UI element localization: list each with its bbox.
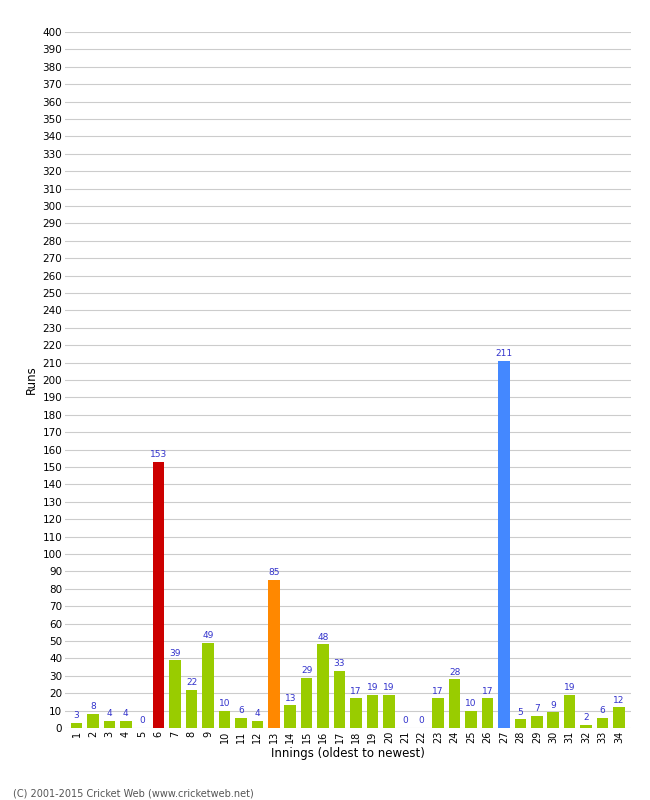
Text: 7: 7: [534, 704, 540, 714]
Bar: [597, 718, 608, 728]
Text: 12: 12: [614, 695, 625, 705]
Text: 0: 0: [402, 716, 408, 726]
Bar: [218, 710, 230, 728]
Text: 6: 6: [600, 706, 605, 715]
Bar: [580, 725, 592, 728]
Bar: [317, 645, 329, 728]
Bar: [449, 679, 460, 728]
Text: 48: 48: [317, 633, 329, 642]
Text: 9: 9: [551, 701, 556, 710]
Text: 29: 29: [301, 666, 313, 675]
Text: 5: 5: [517, 708, 523, 717]
Text: 28: 28: [449, 668, 460, 677]
Bar: [547, 712, 559, 728]
Text: 39: 39: [170, 649, 181, 658]
Text: 17: 17: [482, 687, 493, 696]
Bar: [498, 361, 510, 728]
Text: 22: 22: [186, 678, 197, 687]
Text: 10: 10: [218, 699, 230, 708]
Bar: [235, 718, 246, 728]
Bar: [465, 710, 477, 728]
Text: 0: 0: [139, 716, 145, 726]
Text: 153: 153: [150, 450, 167, 459]
Bar: [153, 462, 164, 728]
Text: 19: 19: [564, 683, 575, 692]
Bar: [170, 660, 181, 728]
Text: (C) 2001-2015 Cricket Web (www.cricketweb.net): (C) 2001-2015 Cricket Web (www.cricketwe…: [13, 788, 254, 798]
Bar: [268, 580, 280, 728]
Text: 4: 4: [255, 710, 260, 718]
Bar: [613, 707, 625, 728]
Text: 13: 13: [285, 694, 296, 702]
Bar: [186, 690, 198, 728]
Bar: [202, 642, 214, 728]
Bar: [120, 721, 131, 728]
Bar: [515, 719, 526, 728]
Bar: [71, 722, 83, 728]
Text: 19: 19: [367, 683, 378, 692]
Text: 6: 6: [238, 706, 244, 715]
Bar: [531, 716, 543, 728]
Bar: [285, 706, 296, 728]
Bar: [87, 714, 99, 728]
Text: 3: 3: [73, 711, 79, 720]
Bar: [482, 698, 493, 728]
Text: 211: 211: [495, 350, 512, 358]
X-axis label: Innings (oldest to newest): Innings (oldest to newest): [271, 747, 424, 761]
Text: 8: 8: [90, 702, 96, 711]
Bar: [252, 721, 263, 728]
Bar: [367, 695, 378, 728]
Text: 33: 33: [334, 659, 345, 668]
Text: 0: 0: [419, 716, 424, 726]
Text: 19: 19: [383, 683, 395, 692]
Text: 85: 85: [268, 569, 280, 578]
Text: 17: 17: [350, 687, 361, 696]
Bar: [383, 695, 395, 728]
Y-axis label: Runs: Runs: [25, 366, 38, 394]
Text: 2: 2: [583, 713, 589, 722]
Text: 49: 49: [202, 631, 214, 640]
Text: 4: 4: [107, 710, 112, 718]
Bar: [350, 698, 361, 728]
Text: 4: 4: [123, 710, 129, 718]
Bar: [301, 678, 313, 728]
Bar: [432, 698, 444, 728]
Text: 17: 17: [432, 687, 444, 696]
Bar: [103, 721, 115, 728]
Bar: [564, 695, 575, 728]
Bar: [334, 670, 345, 728]
Text: 10: 10: [465, 699, 477, 708]
